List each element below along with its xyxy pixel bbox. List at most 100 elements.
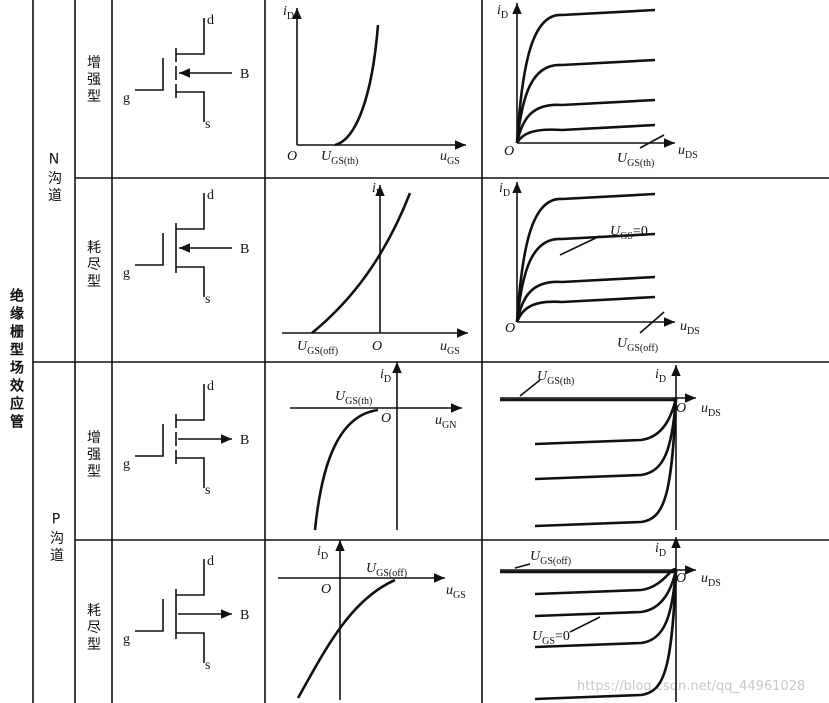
axis-label: iD [655, 367, 666, 385]
line-shape [639, 134, 665, 149]
label-sub: DS [708, 408, 721, 419]
label-main: U [297, 339, 308, 354]
label-main: i [283, 4, 287, 19]
curve [534, 569, 678, 701]
line-shape [135, 233, 164, 266]
curve [534, 397, 678, 528]
symbol-label: g [123, 91, 130, 106]
mode-label: 耗尽型 [85, 240, 101, 291]
symbol-label: d [207, 554, 214, 569]
curve [515, 8, 656, 144]
label-main: U [537, 369, 548, 384]
axis-label: UGS(off) [530, 549, 571, 567]
label-main: u [701, 401, 708, 416]
label-sub: GS [447, 346, 460, 357]
curve [515, 275, 656, 323]
axis-label: uGN [435, 413, 456, 431]
axis-label: uDS [678, 143, 698, 161]
label-sub: GS(off) [540, 556, 571, 567]
axis-label: uDS [680, 319, 700, 337]
curve [515, 98, 656, 144]
label-main: u [678, 143, 685, 158]
label-tail: =0 [633, 224, 648, 239]
line-shape [176, 457, 205, 488]
line-shape [176, 91, 205, 122]
line-shape [176, 632, 205, 663]
axis-label: uGS [440, 339, 460, 357]
label-sub: DS [708, 578, 721, 589]
axis-label: O [505, 321, 515, 336]
label-sub: GS(off) [376, 568, 407, 579]
label-sub: GS [542, 636, 555, 647]
line-shape [176, 384, 205, 421]
curve [534, 397, 678, 481]
axis-label: UGS=0 [610, 224, 648, 242]
curve [515, 58, 656, 144]
curve [515, 295, 656, 323]
label-main: u [435, 413, 442, 428]
mode-label: 增强型 [85, 430, 101, 481]
label-sub: D [321, 551, 328, 562]
axis-label: iD [283, 4, 294, 22]
label-main: u [446, 583, 453, 598]
label-main: i [372, 181, 376, 196]
symbol-label: d [207, 13, 214, 28]
label-sub: GN [442, 420, 456, 431]
line-shape [569, 616, 601, 633]
axis-label: uDS [701, 571, 721, 589]
symbol-label: d [207, 379, 214, 394]
label-main: O [381, 411, 391, 426]
label-main: U [532, 629, 543, 644]
label-main: u [701, 571, 708, 586]
symbol-label: B [240, 67, 249, 82]
mode-label: 耗尽型 [85, 603, 101, 654]
label-sub: GS(th) [547, 376, 574, 387]
symbol-label: s [205, 292, 210, 307]
label-main: O [676, 571, 686, 586]
label-sub: GS [453, 590, 466, 601]
line-shape [135, 599, 164, 632]
curve [296, 578, 396, 699]
label-main: U [530, 549, 541, 564]
label-main: U [335, 389, 346, 404]
axis-label: uDS [701, 401, 721, 419]
label-main: u [680, 319, 687, 334]
axis-label: UGS(th) [537, 369, 574, 387]
label-sub: GS(off) [307, 346, 338, 357]
axis-label: UGS(th) [321, 149, 358, 167]
label-main: u [440, 339, 447, 354]
label-main: U [617, 151, 628, 166]
axis-label: UGS(off) [366, 561, 407, 579]
symbol-label: d [207, 188, 214, 203]
channel-label: N沟道 [46, 152, 62, 205]
line-shape [559, 235, 601, 256]
axis-label: iD [380, 367, 391, 385]
axis-label: O [676, 571, 686, 586]
axis-label: iD [372, 181, 383, 199]
curve [534, 397, 678, 446]
line-shape [135, 424, 164, 457]
label-main: U [321, 149, 332, 164]
curve [515, 123, 656, 144]
label-main: u [440, 149, 447, 164]
symbol-label: s [205, 658, 210, 673]
label-sub: D [503, 188, 510, 199]
curve [515, 192, 656, 323]
label-sub: D [659, 548, 666, 559]
label-sub: D [376, 188, 383, 199]
line-shape [519, 379, 541, 397]
label-sub: D [659, 374, 666, 385]
label-main: i [655, 367, 659, 382]
axis-label: UGS=0 [532, 629, 570, 647]
axis-label: iD [499, 181, 510, 199]
label-main: i [380, 367, 384, 382]
axis-label: iD [497, 3, 508, 21]
label-sub: D [287, 11, 294, 22]
label-sub: GS(th) [331, 156, 358, 167]
axis-label: UGS(th) [335, 389, 372, 407]
line-shape [176, 266, 205, 297]
axis-label: O [504, 144, 514, 159]
axis-label: iD [655, 541, 666, 559]
label-main: U [366, 561, 377, 576]
